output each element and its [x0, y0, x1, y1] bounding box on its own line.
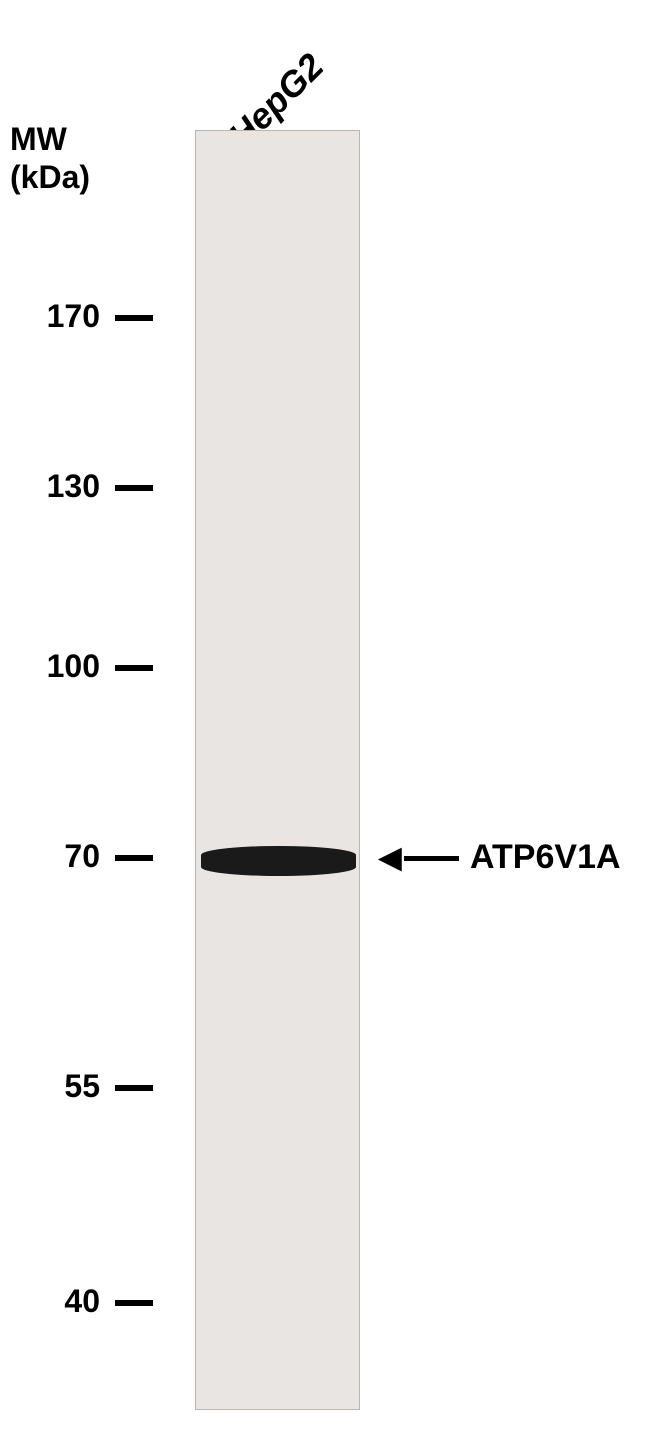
tick-170	[115, 315, 153, 321]
marker-70: 70	[50, 838, 100, 875]
mw-text-line2: (kDa)	[10, 158, 90, 196]
marker-170: 170	[30, 298, 100, 335]
marker-55: 55	[50, 1068, 100, 1105]
marker-130: 130	[30, 468, 100, 505]
marker-100: 100	[30, 648, 100, 685]
tick-70	[115, 855, 153, 861]
protein-band	[201, 846, 356, 876]
tick-100	[115, 665, 153, 671]
blot-container: HepG2 MW (kDa) 170 130 100 70 55 40 ◄ AT…	[0, 0, 650, 1442]
annotation-arrow: ◄	[370, 838, 459, 878]
marker-40: 40	[50, 1283, 100, 1320]
mw-header: MW (kDa)	[10, 120, 90, 197]
blot-lane	[195, 130, 360, 1410]
tick-55	[115, 1085, 153, 1091]
protein-label: ATP6V1A	[470, 838, 621, 877]
tick-130	[115, 485, 153, 491]
tick-40	[115, 1300, 153, 1306]
arrow-line	[404, 856, 459, 861]
mw-text-line1: MW	[10, 120, 90, 158]
